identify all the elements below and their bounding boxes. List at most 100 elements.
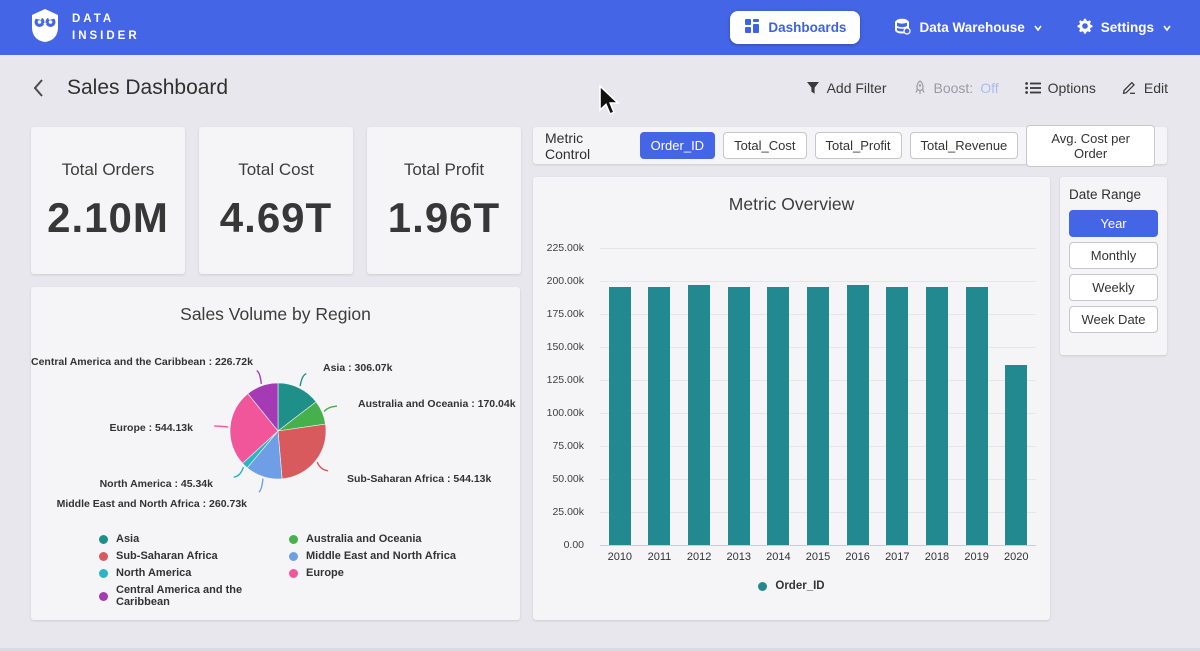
x-axis-tick-label: 2010 — [600, 551, 640, 563]
pie-callout-label: Asia : 306.07k — [323, 362, 392, 374]
chevron-down-icon — [1162, 23, 1172, 33]
legend-item[interactable]: Central America and the Caribbean — [99, 584, 289, 608]
y-axis-tick-label: 0.00 — [524, 539, 584, 551]
legend-item[interactable]: North America — [99, 567, 289, 579]
bar-chart-legend[interactable]: Order_ID — [533, 580, 1050, 592]
bar-2013 — [728, 287, 750, 545]
brand[interactable]: DATA INSIDER — [28, 7, 140, 48]
gear-icon — [1077, 18, 1093, 37]
legend-dot — [99, 592, 108, 601]
legend-label: Middle East and North Africa — [306, 550, 456, 562]
bar-chart-card: Metric Overview 0.0025.00k50.00k75.00k10… — [533, 177, 1050, 620]
nav-settings-button[interactable]: Settings — [1077, 18, 1172, 37]
y-axis-tick-label: 75.00k — [524, 440, 584, 452]
chevron-down-icon — [1033, 23, 1043, 33]
legend-item[interactable]: Australia and Oceania — [289, 533, 456, 545]
x-axis-tick-label: 2013 — [719, 551, 759, 563]
kpi-label: Total Orders — [62, 160, 155, 180]
legend-item[interactable]: Asia — [99, 533, 289, 545]
date-range-week-date-button[interactable]: Week Date — [1069, 306, 1158, 333]
legend-dot — [758, 582, 767, 591]
nav-data-warehouse-button[interactable]: Data Warehouse — [894, 18, 1042, 38]
nav-dashboards-button[interactable]: Dashboards — [730, 11, 860, 44]
sales-dashboard-screen: DATA INSIDER Dashboards — [0, 0, 1200, 651]
pie-callout-label: Australia and Oceania : 170.04k — [358, 398, 516, 410]
legend-item[interactable]: Middle East and North Africa — [289, 550, 456, 562]
x-axis-tick-label: 2019 — [957, 551, 997, 563]
pie-callout-label: Sub-Saharan Africa : 544.13k — [347, 473, 491, 485]
back-button[interactable] — [32, 78, 45, 98]
legend-dot — [99, 552, 108, 561]
boost-status: Off — [980, 80, 998, 96]
x-axis-tick-label: 2012 — [679, 551, 719, 563]
legend-item[interactable]: Europe — [289, 567, 456, 579]
pie-legend: Asia Australia and Oceania Sub-Saharan Afr… — [99, 533, 456, 608]
y-axis-tick-label: 125.00k — [524, 374, 584, 386]
legend-label: Sub-Saharan Africa — [116, 550, 218, 562]
kpi-card-total-orders: Total Orders 2.10M — [31, 127, 185, 274]
kpi-label: Total Profit — [404, 160, 484, 180]
metric-chip-total-cost[interactable]: Total_Cost — [723, 132, 806, 159]
y-axis-tick-label: 100.00k — [524, 407, 584, 419]
edit-button[interactable]: Edit — [1122, 80, 1168, 96]
bar-chart-x-axis: 2010201120122013201420152016201720182019… — [600, 551, 1036, 563]
legend-label: North America — [116, 567, 191, 579]
bar-2010 — [609, 287, 631, 545]
legend-dot — [289, 569, 298, 578]
boost-toggle[interactable]: Boost: Off — [913, 80, 999, 96]
page-title: Sales Dashboard — [67, 76, 228, 100]
options-button[interactable]: Options — [1025, 80, 1096, 96]
brand-text: DATA INSIDER — [72, 11, 140, 44]
legend-label: Central America and the Caribbean — [116, 584, 289, 608]
kpi-value: 4.69T — [220, 194, 332, 242]
owl-logo-icon — [28, 7, 62, 48]
nav-settings-label: Settings — [1101, 20, 1154, 35]
kpi-label: Total Cost — [238, 160, 314, 180]
bar-2014 — [767, 287, 789, 545]
pencil-icon — [1122, 80, 1137, 95]
y-axis-tick-label: 200.00k — [524, 275, 584, 287]
filter-funnel-icon — [806, 81, 820, 95]
add-filter-button[interactable]: Add Filter — [806, 80, 887, 96]
bar-chart-plot: 0.0025.00k50.00k75.00k100.00k125.00k150.… — [600, 248, 1036, 545]
chevron-left-icon — [32, 78, 45, 98]
legend-dot — [99, 569, 108, 578]
legend-dot — [289, 552, 298, 561]
bar-2012 — [688, 285, 710, 545]
date-range-label: Date Range — [1069, 187, 1158, 202]
pie-chart-area: Asia : 306.07k Australia and Oceania : 17… — [31, 330, 520, 535]
y-axis-tick-label: 175.00k — [524, 308, 584, 320]
y-axis-tick-label: 150.00k — [524, 341, 584, 353]
bar-2017 — [886, 287, 908, 545]
legend-dot — [289, 535, 298, 544]
x-axis-tick-label: 2020 — [996, 551, 1036, 563]
x-axis-tick-label: 2016 — [838, 551, 878, 563]
bar-chart-title: Metric Overview — [533, 177, 1050, 215]
nav-data-warehouse-label: Data Warehouse — [919, 20, 1024, 35]
legend-dot — [99, 535, 108, 544]
pie-callout-label: Middle East and North Africa : 260.73k — [31, 498, 247, 510]
gridline — [600, 545, 1036, 546]
bar-2020 — [1005, 365, 1027, 545]
x-axis-tick-label: 2017 — [877, 551, 917, 563]
pie-chart-title: Sales Volume by Region — [31, 287, 520, 325]
date-range-weekly-button[interactable]: Weekly — [1069, 274, 1158, 301]
date-range-year-button[interactable]: Year — [1069, 210, 1158, 237]
metric-chip-total-profit[interactable]: Total_Profit — [815, 132, 902, 159]
rocket-icon — [913, 80, 927, 95]
x-axis-tick-label: 2014 — [759, 551, 799, 563]
top-nav-bar: DATA INSIDER Dashboards — [0, 0, 1200, 55]
x-axis-tick-label: 2018 — [917, 551, 957, 563]
metric-chip-order-id[interactable]: Order_ID — [640, 132, 715, 159]
pie-chart-card: Sales Volume by Region Asia : 306.07k Aus… — [31, 287, 520, 620]
bar-2015 — [807, 287, 829, 545]
database-icon — [894, 18, 911, 38]
bar-2011 — [648, 287, 670, 545]
legend-item[interactable]: Sub-Saharan Africa — [99, 550, 289, 562]
y-axis-tick-label: 50.00k — [524, 473, 584, 485]
metric-chip-total-revenue[interactable]: Total_Revenue — [910, 132, 1019, 159]
legend-label: Asia — [116, 533, 139, 545]
x-axis-tick-label: 2011 — [640, 551, 680, 563]
date-range-monthly-button[interactable]: Monthly — [1069, 242, 1158, 269]
metric-chip-avg-cost-per-order[interactable]: Avg. Cost per Order — [1026, 125, 1155, 167]
